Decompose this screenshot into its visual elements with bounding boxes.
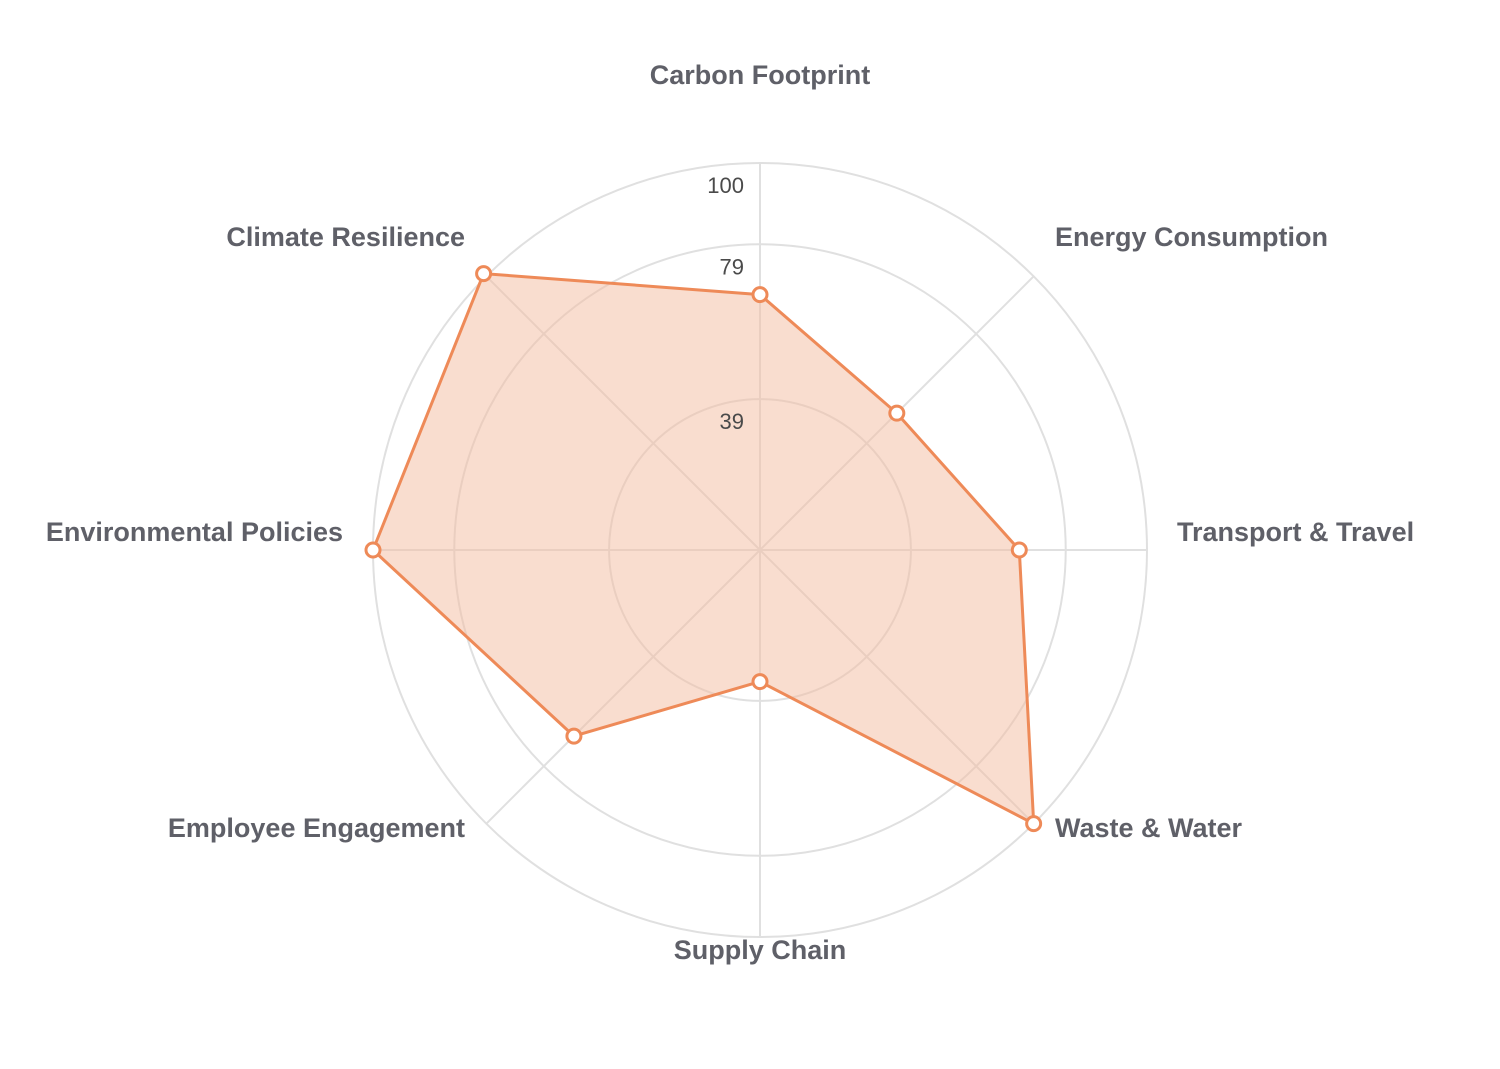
radial-tick-label: 100 [707,173,744,198]
axis-label: Environmental Policies [46,517,343,547]
data-point [565,727,583,745]
data-point [1010,541,1028,559]
axis-labels: 39 79 100 Carbon Footprint Energy Consumptio… [46,60,1414,965]
data-point [888,404,906,422]
series-area [371,272,1036,826]
data-point [1025,815,1043,833]
axis-label: Climate Resilience [226,222,465,252]
data-point [475,265,493,283]
axis-label: Employee Engagement [168,813,465,843]
series-layer [364,265,1043,833]
data-point [364,541,382,559]
axis-label: Transport & Travel [1177,517,1414,547]
axis-label: Waste & Water [1055,813,1243,843]
axis-label: Energy Consumption [1055,222,1328,252]
radial-tick-label: 79 [720,254,744,279]
data-point [751,673,769,691]
data-point [751,286,769,304]
radial-tick-label: 39 [720,409,744,434]
axis-label: Supply Chain [674,935,847,965]
axis-label: Carbon Footprint [650,60,870,90]
